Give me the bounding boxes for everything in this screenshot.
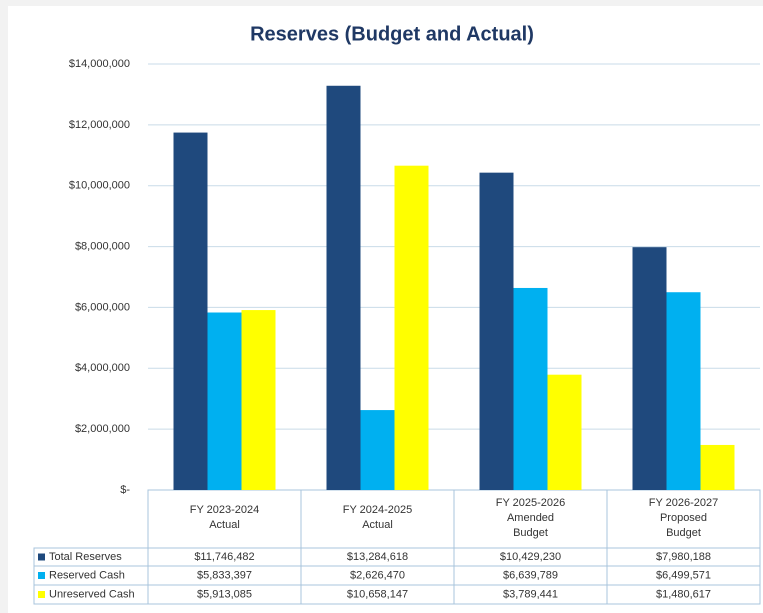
- x-tick-label: FY 2023-2024: [190, 504, 260, 516]
- legend-key: [38, 591, 45, 598]
- x-tick-label: Actual: [362, 519, 393, 531]
- bar: [394, 165, 429, 490]
- legend-key: [38, 572, 45, 579]
- legend-label: Total Reserves: [49, 551, 122, 563]
- table-value: $10,658,147: [347, 588, 408, 600]
- table-value: $11,746,482: [194, 551, 254, 563]
- y-tick-label: $8,000,000: [75, 240, 130, 252]
- y-tick-label: $2,000,000: [75, 423, 130, 435]
- bar: [207, 312, 242, 490]
- bar: [666, 292, 701, 490]
- table-value: $2,626,470: [350, 569, 405, 581]
- table-value: $5,913,085: [197, 588, 252, 600]
- bar: [479, 172, 514, 490]
- table-value: $10,429,230: [500, 551, 561, 563]
- bar: [513, 287, 548, 490]
- chart-title: Reserves (Budget and Actual): [250, 23, 534, 45]
- y-tick-label: $12,000,000: [69, 119, 130, 131]
- x-tick-label: Proposed: [660, 512, 707, 524]
- table-value: $6,639,789: [503, 569, 558, 581]
- y-tick-label: $6,000,000: [75, 301, 130, 313]
- bar: [173, 132, 208, 490]
- x-tick-label: Actual: [209, 519, 240, 531]
- y-tick-label: $14,000,000: [69, 58, 130, 70]
- table-value: $1,480,617: [656, 588, 711, 600]
- table-value: $6,499,571: [656, 569, 711, 581]
- y-tick-label: $10,000,000: [69, 180, 130, 192]
- x-tick-label: FY 2025-2026: [496, 497, 566, 509]
- legend-key: [38, 553, 45, 561]
- table-value: $7,980,188: [656, 551, 711, 563]
- bar: [547, 374, 582, 490]
- y-tick-label: $4,000,000: [75, 362, 130, 374]
- x-tick-label: FY 2026-2027: [649, 497, 719, 509]
- bar: [241, 310, 276, 490]
- x-tick-label: FY 2024-2025: [343, 504, 413, 516]
- bar: [700, 444, 735, 490]
- x-tick-label: Amended: [507, 512, 554, 524]
- legend-label: Unreserved Cash: [49, 588, 135, 600]
- table-value: $5,833,397: [197, 569, 252, 581]
- table-value: $3,789,441: [503, 588, 558, 600]
- legend-label: Reserved Cash: [49, 569, 125, 581]
- table-value: $13,284,618: [347, 551, 408, 563]
- y-tick-label: $-: [120, 484, 130, 496]
- bar: [360, 410, 395, 490]
- bar: [632, 247, 667, 490]
- x-tick-label: Budget: [666, 527, 701, 539]
- x-tick-label: Budget: [513, 527, 548, 539]
- bar: [326, 85, 361, 490]
